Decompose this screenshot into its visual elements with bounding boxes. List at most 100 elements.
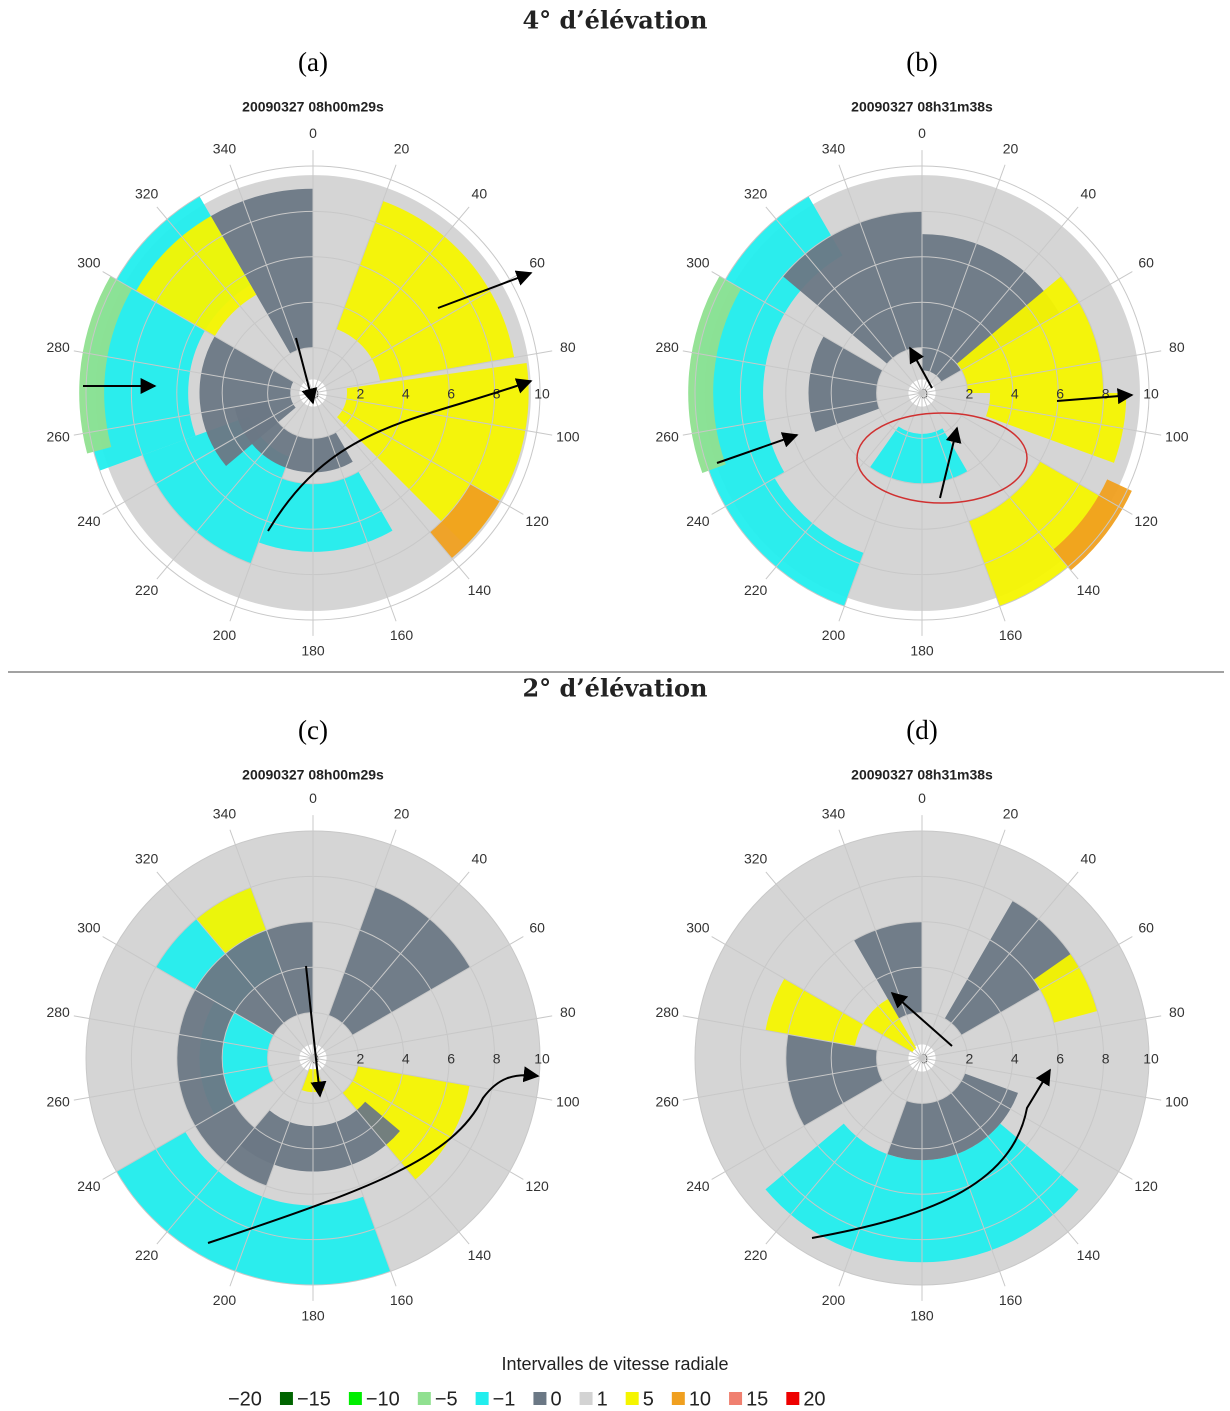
echo-region <box>968 461 1119 607</box>
spoke <box>838 1057 923 1287</box>
angle-label: 60 <box>1138 919 1154 935</box>
angle-label: 320 <box>135 850 159 866</box>
angle-label: 180 <box>301 1307 325 1323</box>
spoke <box>838 392 923 622</box>
radius-label: 8 <box>1102 386 1110 402</box>
spoke <box>838 829 923 1059</box>
angle-label: 240 <box>686 513 710 529</box>
echo-region <box>234 400 353 473</box>
angle-label: 0 <box>918 125 926 141</box>
spoke <box>73 1057 314 1101</box>
spoke <box>765 392 923 580</box>
radius-label: 10 <box>534 386 550 402</box>
angle-label: 300 <box>686 919 710 935</box>
angle-label: 160 <box>390 627 414 643</box>
radius-label: 10 <box>534 1051 550 1067</box>
spoke <box>312 1057 470 1245</box>
echo-region <box>1053 479 1132 571</box>
flow-arrow <box>890 991 953 1047</box>
legend-swatch <box>671 1392 685 1405</box>
angle-label: 260 <box>655 429 679 445</box>
spoke <box>156 1057 314 1245</box>
radius-label: 10 <box>1143 386 1159 402</box>
spoke <box>312 871 470 1059</box>
flow-arrow <box>716 432 799 464</box>
angle-label: 0 <box>309 125 317 141</box>
spoke <box>102 1057 314 1180</box>
echo-region <box>258 471 393 552</box>
legend-label: −15 <box>297 1388 331 1410</box>
echo-region <box>944 900 1080 1036</box>
flow-arrow <box>909 346 933 389</box>
radius-label: 8 <box>493 1051 501 1067</box>
panel-title: 20090327 08h31m38s <box>851 99 993 115</box>
angle-label: 280 <box>655 1004 679 1020</box>
legend-swatch <box>625 1392 639 1405</box>
legend-swatch <box>348 1392 362 1405</box>
angle-label: 320 <box>744 185 768 201</box>
section-title: 2° d’élévation <box>522 674 707 703</box>
angle-label: 100 <box>1165 1094 1189 1110</box>
spoke <box>73 350 314 394</box>
angle-label: 60 <box>1138 254 1154 270</box>
spoke <box>312 206 470 394</box>
spoke <box>156 871 314 1059</box>
spoke <box>312 1057 524 1180</box>
spoke <box>921 1057 1006 1287</box>
angle-label: 40 <box>1081 850 1097 866</box>
radius-label: 6 <box>1056 1051 1064 1067</box>
angle-label: 160 <box>390 1292 414 1308</box>
echo-region <box>342 1065 470 1180</box>
angle-label: 260 <box>46 1094 70 1110</box>
spoke <box>73 392 314 436</box>
radius-label: 2 <box>966 1051 974 1067</box>
spoke <box>682 350 923 394</box>
polar-plot: 0 2 4 6 8 10020406080100120140160180200220240… <box>46 790 579 1324</box>
angle-label: 60 <box>529 919 545 935</box>
legend-swatch <box>533 1392 547 1405</box>
angle-label: 280 <box>46 1004 70 1020</box>
legend-label: −1 <box>493 1388 516 1410</box>
angle-label: 220 <box>135 1247 159 1263</box>
spoke <box>312 392 397 622</box>
spoke <box>921 871 1079 1059</box>
echo-region <box>887 1073 1018 1161</box>
spoke <box>312 164 397 394</box>
radius-label: 4 <box>402 1051 410 1067</box>
angle-label: 80 <box>560 339 576 355</box>
radius-label: 4 <box>402 386 410 402</box>
polar-plot: 0 2 4 6 8 10020406080100120140160180200220240… <box>655 125 1188 659</box>
spoke <box>312 1057 553 1101</box>
flow-arrow <box>1056 388 1134 405</box>
spoke <box>765 206 923 394</box>
legend-label: 0 <box>550 1388 561 1410</box>
spoke <box>921 1057 1133 1180</box>
legend-label: 15 <box>746 1388 768 1410</box>
angle-label: 200 <box>213 1292 237 1308</box>
spoke <box>312 936 524 1059</box>
panel-label: (b) <box>906 47 937 77</box>
echo-region <box>782 211 922 364</box>
spoke <box>312 392 553 436</box>
angle-label: 120 <box>525 513 549 529</box>
echo-region <box>1033 953 1098 1023</box>
spoke <box>229 1057 314 1287</box>
flow-arrow <box>437 270 533 309</box>
angle-label: 240 <box>77 513 101 529</box>
legend-label: 20 <box>803 1388 825 1410</box>
spoke <box>312 1057 397 1287</box>
angle-label: 140 <box>1077 1247 1101 1263</box>
flow-arrow <box>295 337 318 405</box>
spoke <box>921 164 1006 394</box>
angle-label: 100 <box>556 429 580 445</box>
echo-region <box>195 921 313 1036</box>
echo-region <box>688 276 742 473</box>
spoke <box>921 1015 1162 1059</box>
echo-region <box>328 887 471 1036</box>
angle-label: 180 <box>301 642 325 658</box>
angle-label: 20 <box>1003 806 1019 822</box>
angle-label: 260 <box>655 1094 679 1110</box>
spoke <box>102 271 314 394</box>
angle-label: 340 <box>822 806 846 822</box>
